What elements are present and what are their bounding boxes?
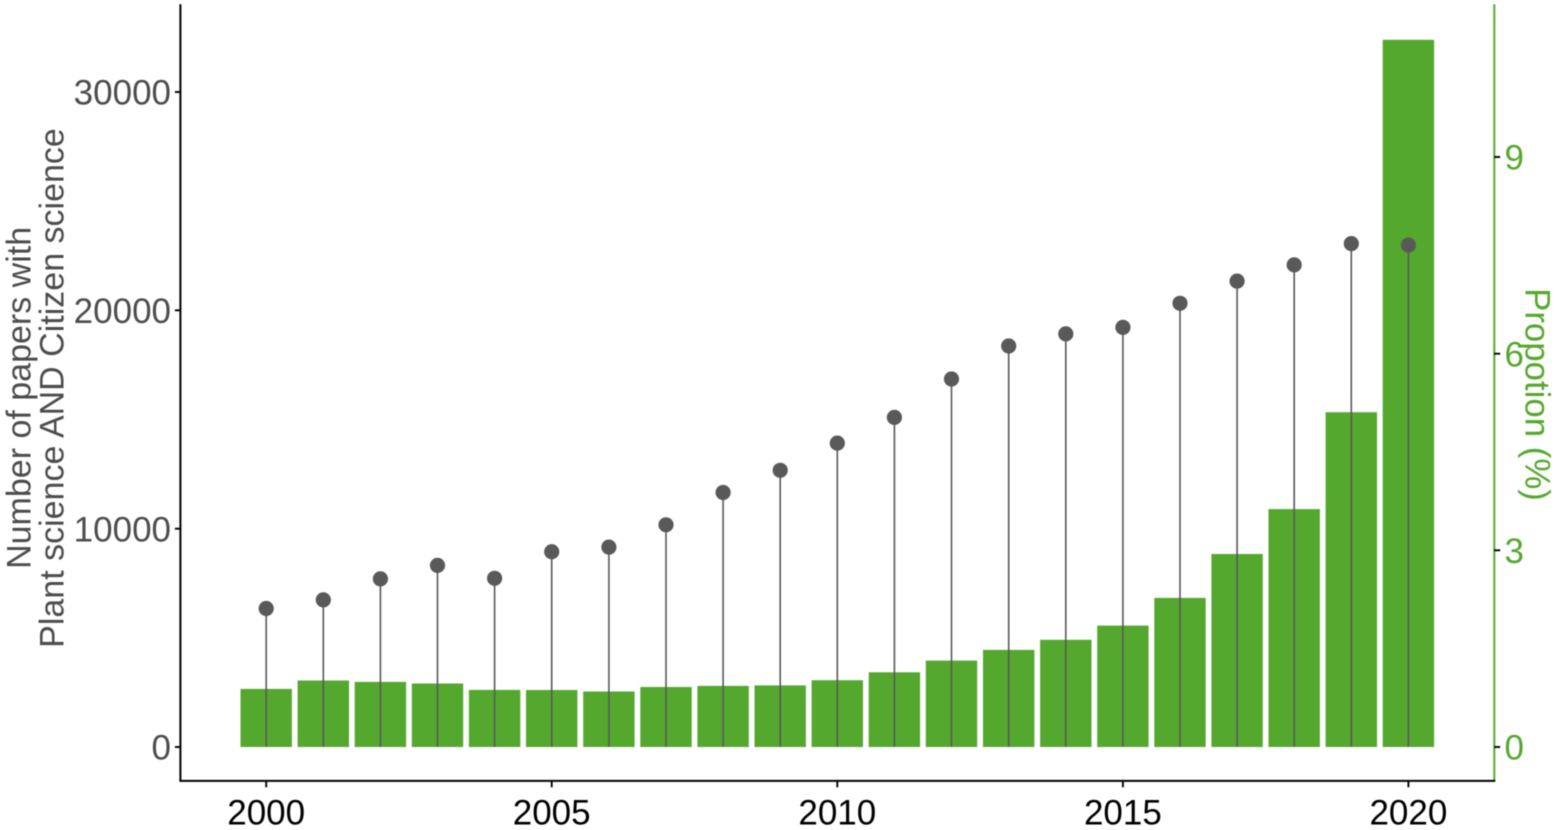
svg-text:Number of papers with: Number of papers with bbox=[0, 227, 38, 569]
svg-text:2020: 2020 bbox=[1369, 794, 1447, 830]
svg-text:6: 6 bbox=[1505, 335, 1524, 374]
svg-text:Plant science AND Citizen scie: Plant science AND Citizen science bbox=[34, 128, 72, 648]
svg-text:30000: 30000 bbox=[74, 74, 171, 113]
svg-text:10000: 10000 bbox=[74, 510, 171, 549]
svg-text:20000: 20000 bbox=[74, 292, 171, 331]
svg-text:2000: 2000 bbox=[227, 794, 305, 830]
svg-text:2010: 2010 bbox=[798, 794, 876, 830]
svg-text:3: 3 bbox=[1505, 532, 1524, 571]
svg-text:Propotion (%): Propotion (%) bbox=[1518, 288, 1557, 501]
svg-text:2005: 2005 bbox=[513, 794, 591, 830]
svg-text:0: 0 bbox=[1505, 729, 1524, 768]
svg-text:0: 0 bbox=[152, 729, 171, 768]
svg-text:2015: 2015 bbox=[1084, 794, 1162, 830]
svg-text:9: 9 bbox=[1505, 139, 1524, 178]
